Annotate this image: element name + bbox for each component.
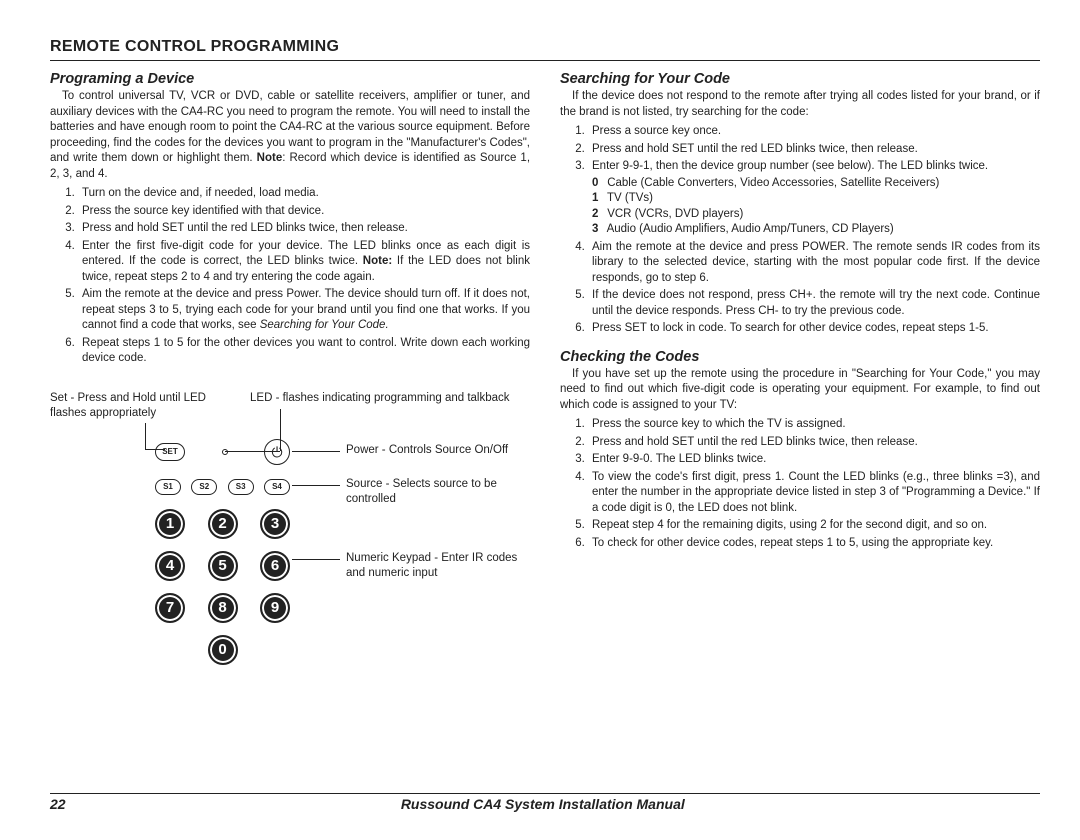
step-1: Turn on the device and, if needed, load … <box>78 186 530 202</box>
page-footer: 22 Russound CA4 System Installation Manu… <box>50 793 1040 812</box>
footer-spacer <box>1020 796 1040 812</box>
source-4-button: S4 <box>264 479 290 495</box>
led-indicator <box>222 449 228 455</box>
step-3: Press and hold SET until the red LED bli… <box>78 221 530 237</box>
programming-intro: To control universal TV, VCR or DVD, cab… <box>50 89 530 182</box>
num-row-4: 0 <box>155 635 290 665</box>
step-5: Aim the remote at the device and press P… <box>78 287 530 334</box>
check-step-6: To check for other device codes, repeat … <box>588 536 1040 552</box>
search-step-5: If the device does not respond, press CH… <box>588 288 1040 319</box>
search-step-1: Press a source key once. <box>588 124 1040 140</box>
right-column: Searching for Your Code If the device do… <box>560 67 1040 721</box>
num-8: 8 <box>208 593 238 623</box>
search-step-3-text: Enter 9-9-1, then the device group numbe… <box>592 160 988 172</box>
source-1-button: S1 <box>155 479 181 495</box>
power-button: ⏻ <box>264 439 290 465</box>
source-3-button: S3 <box>228 479 254 495</box>
source-callout: Source - Selects source to be controlled <box>346 477 526 507</box>
leader-line <box>292 559 340 560</box>
group-0-num: 0 <box>592 176 604 192</box>
power-callout: Power - Controls Source On/Off <box>346 443 526 458</box>
group-3-num: 3 <box>592 222 604 238</box>
group-2-text: VCR (VCRs, DVD players) <box>607 208 743 220</box>
check-step-4: To view the code's first digit, press 1.… <box>588 470 1040 517</box>
remote-body: SET ⏻ S1 S2 S3 S4 1 2 3 4 5 <box>155 439 290 677</box>
search-step-4: Aim the remote at the device and press P… <box>588 240 1040 287</box>
device-group-list: 0 Cable (Cable Converters, Video Accesso… <box>592 176 1040 238</box>
leader-line <box>145 423 146 449</box>
group-3: 3 Audio (Audio Amplifiers, Audio Amp/Tun… <box>592 222 1040 238</box>
set-button: SET <box>155 443 185 461</box>
group-0: 0 Cable (Cable Converters, Video Accesso… <box>592 176 1040 192</box>
num-row-2: 4 5 6 <box>155 551 290 581</box>
footer-title: Russound CA4 System Installation Manual <box>401 796 685 812</box>
num-3: 3 <box>260 509 290 539</box>
programming-steps: Turn on the device and, if needed, load … <box>50 186 530 367</box>
group-3-text: Audio (Audio Amplifiers, Audio Amp/Tuner… <box>607 223 894 235</box>
group-1: 1 TV (TVs) <box>592 191 1040 207</box>
set-label: Set - Press and Hold until LED flashes a… <box>50 391 240 421</box>
keypad-callout: Numeric Keypad - Enter IR codes and nume… <box>346 551 526 581</box>
content-columns: Programing a Device To control universal… <box>50 67 1040 721</box>
group-2-num: 2 <box>592 207 604 223</box>
num-row-3: 7 8 9 <box>155 593 290 623</box>
step-6: Repeat steps 1 to 5 for the other device… <box>78 336 530 367</box>
step5-ital: Searching for Your Code. <box>260 319 389 331</box>
group-1-num: 1 <box>592 191 604 207</box>
search-step-3: Enter 9-9-1, then the device group numbe… <box>588 159 1040 238</box>
search-step-2: Press and hold SET until the red LED bli… <box>588 142 1040 158</box>
page-number: 22 <box>50 796 66 812</box>
search-step-6: Press SET to lock in code. To search for… <box>588 321 1040 337</box>
remote-diagram: Set - Press and Hold until LED flashes a… <box>50 391 530 721</box>
group-2: 2 VCR (VCRs, DVD players) <box>592 207 1040 223</box>
title-rule <box>50 60 1040 61</box>
num-0: 0 <box>208 635 238 665</box>
searching-steps: Press a source key once. Press and hold … <box>560 124 1040 337</box>
num-4: 4 <box>155 551 185 581</box>
checking-heading: Checking the Codes <box>560 349 1040 365</box>
left-column: Programing a Device To control universal… <box>50 67 530 721</box>
step-4: Enter the first five-digit code for your… <box>78 239 530 286</box>
num-6: 6 <box>260 551 290 581</box>
num-2: 2 <box>208 509 238 539</box>
source-2-button: S2 <box>191 479 217 495</box>
searching-intro: If the device does not respond to the re… <box>560 89 1040 120</box>
check-step-1: Press the source key to which the TV is … <box>588 417 1040 433</box>
num-9: 9 <box>260 593 290 623</box>
checking-steps: Press the source key to which the TV is … <box>560 417 1040 551</box>
num-7: 7 <box>155 593 185 623</box>
top-row: SET ⏻ <box>155 439 290 465</box>
num-row-1: 1 2 3 <box>155 509 290 539</box>
group-0-text: Cable (Cable Converters, Video Accessori… <box>607 177 939 189</box>
check-step-2: Press and hold SET until the red LED bli… <box>588 435 1040 451</box>
leader-line <box>292 451 340 452</box>
check-step-3: Enter 9-9-0. The LED blinks twice. <box>588 452 1040 468</box>
page-title: REMOTE CONTROL PROGRAMMING <box>50 38 1040 56</box>
check-step-5: Repeat step 4 for the remaining digits, … <box>588 518 1040 534</box>
searching-heading: Searching for Your Code <box>560 71 1040 87</box>
step4-note: Note: <box>363 255 392 267</box>
led-label: LED - flashes indicating programming and… <box>250 391 550 406</box>
num-1: 1 <box>155 509 185 539</box>
step-2: Press the source key identified with tha… <box>78 204 530 220</box>
checking-intro: If you have set up the remote using the … <box>560 367 1040 414</box>
programming-heading: Programing a Device <box>50 71 530 87</box>
intro-note-label: Note <box>257 152 283 164</box>
source-row: S1 S2 S3 S4 <box>155 479 290 495</box>
num-5: 5 <box>208 551 238 581</box>
leader-line <box>292 485 340 486</box>
group-1-text: TV (TVs) <box>607 192 653 204</box>
